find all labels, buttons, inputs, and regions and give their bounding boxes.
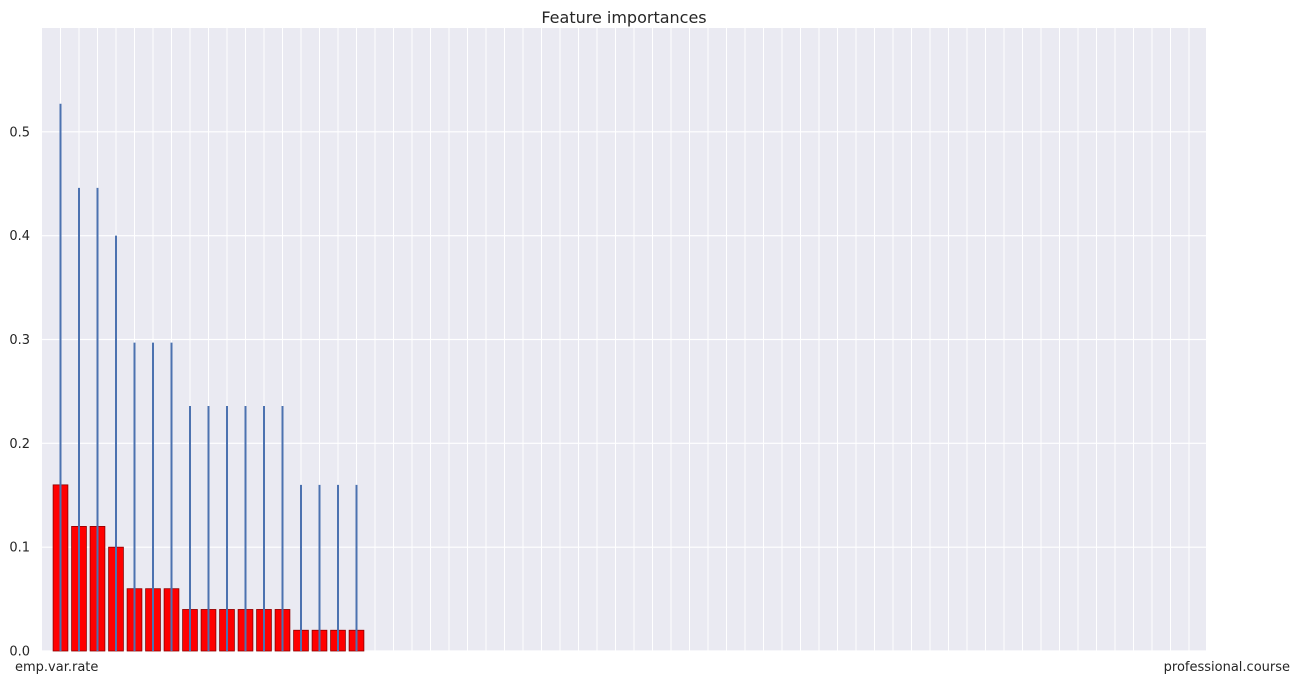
x-tick-label: emp.var.rate (15, 660, 98, 675)
y-tick-label: 0.5 (9, 125, 30, 140)
y-axis-ticks: 0.0 0.1 0.2 0.3 0.4 0.5 (9, 125, 30, 659)
error-bars (59, 103, 358, 651)
y-tick-label: 0.1 (9, 541, 30, 556)
y-tick-label: 0.0 (9, 645, 30, 660)
chart-title: Feature importances (541, 8, 706, 27)
y-tick-label: 0.3 (9, 333, 30, 348)
y-tick-label: 0.4 (9, 229, 30, 244)
x-axis-ticks: emp.var.rate professional.course (15, 660, 1290, 675)
y-tick-label: 0.2 (9, 437, 30, 452)
x-tick-label: professional.course (1164, 660, 1290, 675)
